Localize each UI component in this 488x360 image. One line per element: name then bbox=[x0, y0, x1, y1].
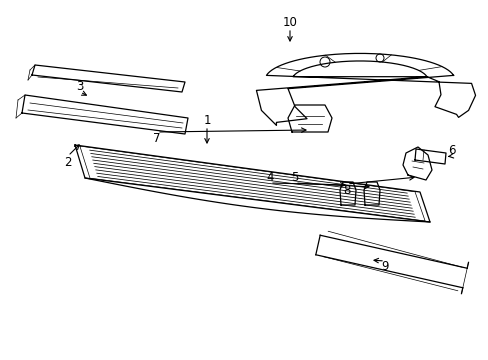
Text: 6: 6 bbox=[447, 144, 455, 157]
Text: 7: 7 bbox=[153, 131, 161, 144]
Text: 3: 3 bbox=[76, 80, 83, 93]
Text: 9: 9 bbox=[381, 261, 388, 274]
Text: 8: 8 bbox=[343, 184, 350, 197]
Text: 2: 2 bbox=[64, 156, 72, 168]
Text: 4: 4 bbox=[265, 171, 273, 184]
Text: 1: 1 bbox=[203, 113, 210, 126]
Text: 5: 5 bbox=[291, 171, 298, 184]
Text: 10: 10 bbox=[282, 15, 297, 28]
